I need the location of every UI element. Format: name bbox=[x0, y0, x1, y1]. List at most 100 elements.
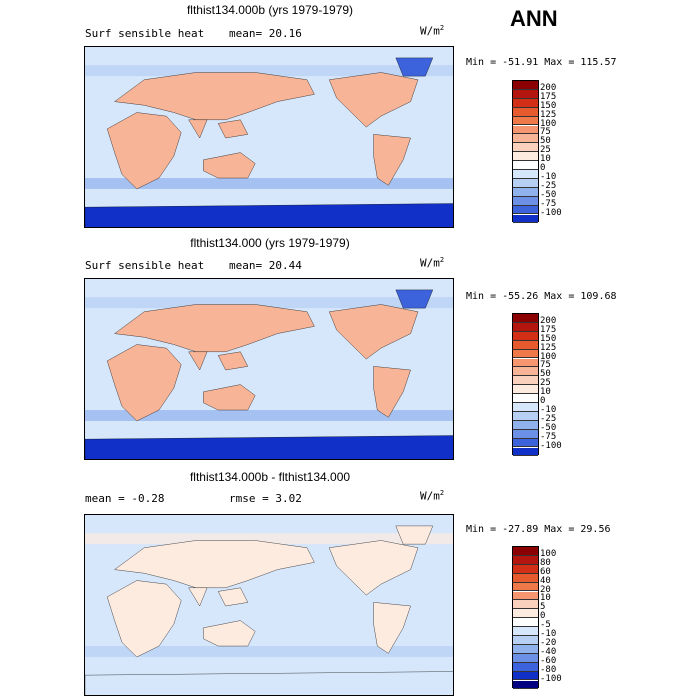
colorbar-tick-label: 10 bbox=[540, 387, 551, 398]
colorbar-tick-label: -25 bbox=[540, 413, 557, 424]
colorbar-tick-label: -40 bbox=[540, 646, 557, 657]
colorbar-tick-label: -75 bbox=[540, 198, 557, 209]
continent-northamerica bbox=[329, 304, 418, 359]
continent-australia bbox=[203, 621, 255, 646]
colorbar-swatch bbox=[513, 214, 538, 224]
colorbar bbox=[512, 80, 539, 224]
colorbar-tick-label: -100 bbox=[540, 207, 562, 218]
continent-eurasia bbox=[115, 540, 315, 587]
colorbar-tick-label: 10 bbox=[540, 154, 551, 165]
colorbar-tick-label: 100 bbox=[540, 548, 557, 559]
panel-title: flthist134.000b (yrs 1979-1979) bbox=[186, 3, 354, 17]
continent-africa bbox=[107, 345, 181, 421]
colorbar-swatch bbox=[513, 187, 538, 197]
colorbar-swatch bbox=[513, 376, 538, 386]
continent-greenland bbox=[396, 290, 433, 308]
ocean-band bbox=[85, 646, 453, 657]
colorbar-tick-label: 75 bbox=[540, 360, 551, 371]
colorbar-swatch bbox=[513, 429, 538, 439]
colorbar-swatch bbox=[513, 322, 538, 332]
continent-seasia bbox=[218, 352, 248, 370]
colorbar-tick-label: 125 bbox=[540, 342, 557, 353]
colorbar-swatch bbox=[513, 178, 538, 188]
season-label: ANN bbox=[510, 6, 558, 31]
colorbar-swatch bbox=[513, 653, 538, 663]
colorbar-swatch bbox=[513, 636, 538, 645]
colorbar-swatch bbox=[513, 420, 538, 430]
colorbar-swatch bbox=[513, 205, 538, 215]
colorbar-tick-label: -75 bbox=[540, 431, 557, 442]
colorbar-tick-label: 40 bbox=[540, 575, 551, 586]
global-map bbox=[85, 47, 453, 227]
ocean-band bbox=[85, 533, 453, 545]
colorbar-tick-label: 0 bbox=[540, 163, 546, 173]
colorbar-swatch bbox=[513, 152, 538, 162]
panel-difference: flthist134.000b - flthist134.000 mean = -… bbox=[0, 466, 700, 700]
colorbar-tick-label: -50 bbox=[540, 189, 557, 200]
global-map bbox=[85, 515, 453, 695]
ocean-band bbox=[85, 297, 453, 309]
colorbar-tick-label: -50 bbox=[540, 422, 557, 433]
continent-australia bbox=[203, 385, 255, 410]
continent-northamerica bbox=[329, 72, 418, 127]
colorbar-tick-label: -100 bbox=[540, 440, 562, 451]
colorbar-tick-label: 100 bbox=[540, 351, 557, 362]
colorbar-swatch bbox=[513, 662, 538, 672]
continent-eurasia bbox=[115, 304, 315, 351]
colorbar-swatch bbox=[513, 81, 538, 90]
colorbar-tick-label: 200 bbox=[540, 315, 557, 326]
continent-greenland bbox=[396, 58, 433, 76]
variable-label: Surf sensible heat bbox=[85, 27, 205, 40]
continent-southamerica bbox=[374, 366, 411, 417]
colorbar-swatch bbox=[513, 143, 538, 153]
colorbar-tick-label: 75 bbox=[540, 127, 551, 138]
colorbar-tick-label: 0 bbox=[540, 396, 546, 406]
colorbar-tick-label: 175 bbox=[540, 324, 557, 335]
colorbar-tick-label: 10 bbox=[540, 593, 551, 604]
colorbar-swatch bbox=[513, 170, 538, 179]
panel-model: flthist134.000 (yrs 1979-1979) Surf sensi… bbox=[0, 233, 700, 466]
units-label: W/m2 bbox=[420, 256, 445, 270]
colorbar-tick-label: -20 bbox=[540, 637, 557, 648]
panel-model-b: flthist134.000b (yrs 1979-1979) Surf sens… bbox=[0, 0, 700, 233]
colorbar-swatch bbox=[513, 107, 538, 117]
variable-label: Surf sensible heat bbox=[85, 259, 205, 272]
colorbar-tick-label: 175 bbox=[540, 91, 557, 102]
colorbar-swatch bbox=[513, 600, 538, 610]
colorbar-swatch bbox=[513, 582, 538, 592]
colorbar-swatch bbox=[513, 547, 538, 556]
colorbar-swatch bbox=[513, 671, 538, 681]
colorbar-tick-label: 0 bbox=[540, 611, 546, 622]
map-frame bbox=[84, 514, 454, 696]
colorbar-swatch bbox=[513, 573, 538, 583]
colorbar bbox=[512, 313, 539, 457]
continent-greenland bbox=[396, 526, 433, 544]
colorbar-tick-label: 25 bbox=[540, 378, 551, 389]
colorbar-swatch bbox=[513, 385, 538, 395]
colorbar-swatch bbox=[513, 358, 538, 368]
colorbar-tick-label: -80 bbox=[540, 664, 557, 675]
colorbar-swatch bbox=[513, 394, 538, 403]
continent-africa bbox=[107, 581, 181, 657]
continent-northamerica bbox=[329, 540, 418, 595]
colorbar-tick-label: 50 bbox=[540, 369, 551, 380]
colorbar-swatch bbox=[513, 447, 538, 457]
colorbar-swatch bbox=[513, 340, 538, 350]
rmse-label: rmse = 3.02 bbox=[229, 492, 302, 505]
colorbar-swatch bbox=[513, 680, 538, 690]
global-map bbox=[85, 279, 453, 459]
panel-title: flthist134.000b - flthist134.000 bbox=[189, 470, 351, 484]
colorbar-swatch bbox=[513, 411, 538, 421]
colorbar bbox=[512, 546, 539, 690]
colorbar-swatch bbox=[513, 125, 538, 135]
colorbar-swatch bbox=[513, 555, 538, 565]
colorbar-tick-label: -10 bbox=[540, 629, 557, 639]
mean-label: mean= 20.44 bbox=[229, 259, 302, 272]
colorbar-tick-label: -25 bbox=[540, 180, 557, 191]
ocean-band bbox=[85, 65, 453, 77]
colorbar-swatch bbox=[513, 349, 538, 359]
colorbar-swatch bbox=[513, 134, 538, 144]
units-label: W/m2 bbox=[420, 24, 445, 38]
colorbar-swatch bbox=[513, 116, 538, 126]
colorbar-tick-label: -60 bbox=[540, 655, 557, 666]
